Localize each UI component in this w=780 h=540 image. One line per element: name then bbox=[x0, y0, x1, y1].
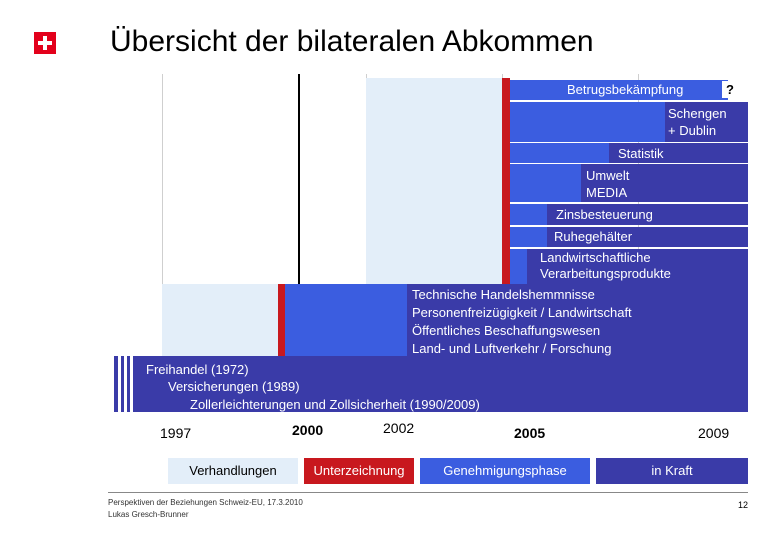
statistik-in-force-bar bbox=[606, 143, 748, 163]
footer-author: Lukas Gresch-Brunner bbox=[108, 510, 189, 519]
landw-verarbeitung-marker bbox=[524, 249, 527, 284]
statistik-approval-bar bbox=[510, 143, 606, 163]
bilaterals-i-label-3: Öffentliches Beschaffungswesen bbox=[412, 323, 601, 338]
year-label: 2000 bbox=[292, 422, 324, 438]
umwelt-media-in-force-bar bbox=[578, 164, 748, 202]
ruhegehaelter-approval-bar bbox=[510, 227, 544, 247]
schengen-marker bbox=[662, 102, 665, 142]
zinsbesteuerung-in-force-bar bbox=[544, 204, 748, 225]
ruhegehaelter-marker bbox=[544, 227, 547, 247]
bilaterals-i-in-force-bar bbox=[407, 284, 748, 356]
umwelt-label: Umwelt bbox=[586, 168, 630, 183]
year-label: 2009 bbox=[698, 425, 730, 441]
zinsbesteuerung-marker bbox=[544, 204, 547, 225]
zinsbesteuerung-approval-bar bbox=[510, 204, 544, 225]
bilaterals-i-label-4: Land- und Luftverkehr / Forschung bbox=[412, 341, 612, 356]
freihandel-label: Freihandel (1972) bbox=[146, 362, 249, 377]
statistik-label: Statistik bbox=[618, 146, 664, 161]
bilaterals-ii-negotiation-bar bbox=[366, 78, 502, 284]
base-stripe-1 bbox=[118, 356, 121, 412]
legend-unterzeichnung: Unterzeichnung bbox=[304, 458, 414, 484]
year-label: 2002 bbox=[383, 420, 415, 436]
year-label: 2005 bbox=[514, 425, 546, 441]
base-stripe-3 bbox=[130, 356, 133, 412]
footer-presentation-title: Perspektiven der Beziehungen Schweiz-EU,… bbox=[108, 498, 303, 507]
legend-genehmigungsphase: Genehmigungsphase bbox=[420, 458, 590, 484]
zinsbesteuerung-label: Zinsbesteuerung bbox=[556, 207, 653, 222]
umwelt-media-marker bbox=[578, 164, 581, 202]
media-label: MEDIA bbox=[586, 185, 628, 200]
bilaterals-ii-signing-bar bbox=[502, 78, 510, 284]
landw-verarbeitung-in-force-bar bbox=[524, 249, 748, 284]
bilaterals-i-signing-bar bbox=[278, 284, 285, 356]
legend-in-kraft: in Kraft bbox=[596, 458, 748, 484]
footer-divider bbox=[108, 492, 748, 493]
betrugsbekaempfung-label: Betrugsbekämpfung bbox=[567, 82, 684, 97]
base-agreements-in-force-bar bbox=[114, 356, 748, 412]
betrugsbekaempfung-approval-bar bbox=[510, 80, 728, 100]
bilaterals-i-label-1: Technische Handelshemmnisse bbox=[412, 287, 595, 302]
bilaterals-i-negotiation-bar bbox=[162, 284, 278, 356]
legend-verhandlungen: Verhandlungen bbox=[168, 458, 298, 484]
versicherungen-label: Versicherungen (1989) bbox=[168, 379, 300, 394]
page-number: 12 bbox=[738, 500, 749, 510]
umwelt-media-approval-bar bbox=[510, 164, 578, 202]
gridline-2000 bbox=[298, 74, 300, 410]
landw-label-line1: Landwirtschaftliche bbox=[540, 250, 651, 265]
schengen-approval-bar bbox=[510, 102, 662, 142]
swiss-cross-logo bbox=[34, 32, 56, 54]
landw-verarbeitung-approval-bar bbox=[510, 249, 524, 284]
zollerleichterungen-label: Zollerleichterungen und Zollsicherheit (… bbox=[190, 397, 480, 412]
betrugsbekaempfung-status-unknown: ? bbox=[722, 81, 738, 98]
schengen-in-force-bar bbox=[662, 102, 748, 142]
bilaterals-i-approval-bar bbox=[285, 284, 407, 356]
landw-label-line2: Verarbeitungsprodukte bbox=[540, 266, 671, 281]
page-title: Übersicht der bilateralen Abkommen bbox=[110, 25, 594, 58]
year-label: 1997 bbox=[160, 425, 192, 441]
ruhegehaelter-label: Ruhegehälter bbox=[554, 229, 633, 244]
ruhegehaelter-in-force-bar bbox=[544, 227, 748, 247]
bilaterals-i-label-2: Personenfreizügigkeit / Landwirtschaft bbox=[412, 305, 632, 320]
statistik-marker bbox=[606, 143, 609, 163]
gridline-1997 bbox=[162, 74, 163, 410]
base-stripe-2 bbox=[124, 356, 127, 412]
dublin-label: + Dublin bbox=[668, 123, 717, 138]
schengen-label: Schengen bbox=[668, 106, 727, 121]
